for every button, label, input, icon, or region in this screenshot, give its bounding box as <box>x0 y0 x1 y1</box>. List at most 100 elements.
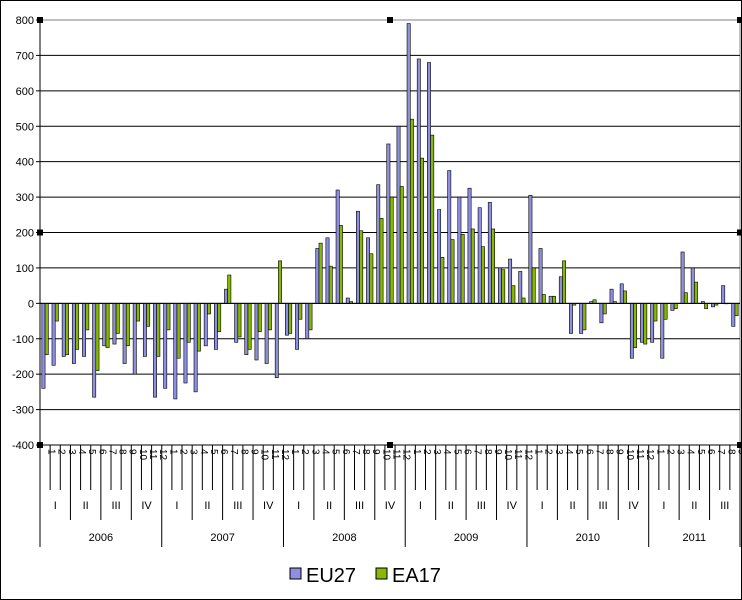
month-label: 5 <box>208 449 219 455</box>
month-label: 8 <box>238 449 249 455</box>
bars <box>41 23 739 400</box>
bar-ea17-0 <box>44 303 49 355</box>
month-label: 2 <box>56 449 67 455</box>
bar-eu27-37 <box>416 58 421 304</box>
bar-eu27-42 <box>467 187 472 304</box>
bar-ea17-25 <box>298 303 303 320</box>
bar-eu27-3 <box>71 303 76 364</box>
month-label: 10 <box>380 449 391 461</box>
bar-ea17-29 <box>338 225 343 304</box>
bar-ea17-10 <box>146 303 151 327</box>
month-label: 11 <box>512 449 523 460</box>
month-label: 11 <box>147 449 158 460</box>
selection-handle[interactable] <box>37 442 43 448</box>
selection-handle[interactable] <box>737 442 742 448</box>
selection-handle[interactable] <box>37 229 43 236</box>
bar-eu27-6 <box>102 303 107 347</box>
bar-ea17-50 <box>552 295 556 304</box>
bar-ea17-40 <box>450 239 455 304</box>
month-label: 4 <box>76 449 87 455</box>
month-label: 2 <box>299 449 310 455</box>
bar-ea17-42 <box>470 228 475 304</box>
month-label: 12 <box>401 449 412 461</box>
bar-ea17-44 <box>491 228 496 304</box>
bar-ea17-61 <box>663 303 668 320</box>
bar-eu27-24 <box>284 303 289 336</box>
bar-ea17-57 <box>623 290 627 304</box>
month-label: 5 <box>330 449 341 455</box>
year-label: 2009 <box>454 532 478 544</box>
month-label: 9 <box>248 449 259 455</box>
bar-ea17-62 <box>673 303 678 309</box>
bar-eu27-55 <box>599 303 604 324</box>
bar-eu27-29 <box>335 189 340 304</box>
quarter-label: I <box>175 500 178 512</box>
bar-eu27-39 <box>437 209 442 304</box>
bar-eu27-31 <box>356 210 360 304</box>
bar-ea17-28 <box>328 265 333 304</box>
month-label: 2 <box>177 449 188 455</box>
selection-handle[interactable] <box>737 17 742 23</box>
month-label: 7 <box>106 449 117 455</box>
month-label: 6 <box>705 449 716 455</box>
bar-ea17-20 <box>247 303 252 350</box>
selection-handle[interactable] <box>737 229 742 236</box>
month-label: 9 <box>735 449 742 455</box>
month-label: 6 <box>218 449 229 455</box>
bar-eu27-28 <box>325 237 330 304</box>
month-label: 12 <box>279 449 290 461</box>
quarter-label: I <box>54 500 57 512</box>
bar-eu27-26 <box>305 303 310 340</box>
bar-eu27-34 <box>386 143 391 304</box>
selection-handle[interactable] <box>387 17 393 23</box>
month-label: 4 <box>198 449 209 455</box>
bar-ea17-49 <box>541 294 546 304</box>
month-label: 12 <box>522 449 533 461</box>
bar-eu27-25 <box>295 303 300 350</box>
month-label: 6 <box>583 449 594 455</box>
selection-handle[interactable] <box>387 442 393 448</box>
month-label: 12 <box>157 449 168 461</box>
month-label: 8 <box>725 449 736 455</box>
month-label: 1 <box>46 449 57 455</box>
year-label: 2011 <box>683 532 707 544</box>
bar-eu27-30 <box>345 297 350 304</box>
bar-eu27-52 <box>569 303 573 334</box>
bar-eu27-33 <box>376 184 381 304</box>
quarter-label: I <box>297 500 300 512</box>
selection-handle[interactable] <box>37 17 43 23</box>
bar-eu27-16 <box>203 303 208 347</box>
bar-eu27-20 <box>244 303 249 355</box>
month-label: 4 <box>685 449 696 455</box>
bar-ea17-13 <box>176 303 181 359</box>
month-label: 7 <box>472 449 483 455</box>
bar-ea17-65 <box>704 303 709 309</box>
bar-eu27-53 <box>579 303 584 334</box>
month-label: 1 <box>167 449 178 455</box>
month-label: 3 <box>309 449 320 455</box>
quarter-label: II <box>570 500 576 512</box>
y-tick-label: 0 <box>28 298 34 310</box>
bar-ea17-26 <box>308 303 313 331</box>
month-label: 8 <box>482 449 493 455</box>
month-label: 5 <box>86 449 97 455</box>
x-axis: 1 2 3 4 5 6 7 8 9 10 11 12 1 2 3 4 5 6 7 8 9 10 11 12 1 2 3 4 5 6 7 8 9 1… <box>39 302 742 547</box>
bar-eu27-57 <box>619 283 624 304</box>
quarter-label: III <box>355 500 364 512</box>
bar-ea17-60 <box>653 303 658 322</box>
month-label: 9 <box>370 449 381 455</box>
bar-ea17-46 <box>511 285 516 304</box>
bar-ea17-11 <box>156 303 161 357</box>
quarter-label: III <box>598 500 607 512</box>
bar-eu27-8 <box>122 303 127 364</box>
bar-ea17-34 <box>389 196 394 304</box>
quarter-label: IV <box>385 500 396 512</box>
month-label: 8 <box>117 449 128 455</box>
bar-ea17-3 <box>75 303 80 350</box>
bar-ea17-2 <box>65 303 69 355</box>
bar-ea17-35 <box>399 186 404 304</box>
quarter-label: II <box>83 500 89 512</box>
quarter-label: II <box>691 500 697 512</box>
legend-label-eu27: EU27 <box>306 565 356 587</box>
month-label: 4 <box>563 449 574 455</box>
